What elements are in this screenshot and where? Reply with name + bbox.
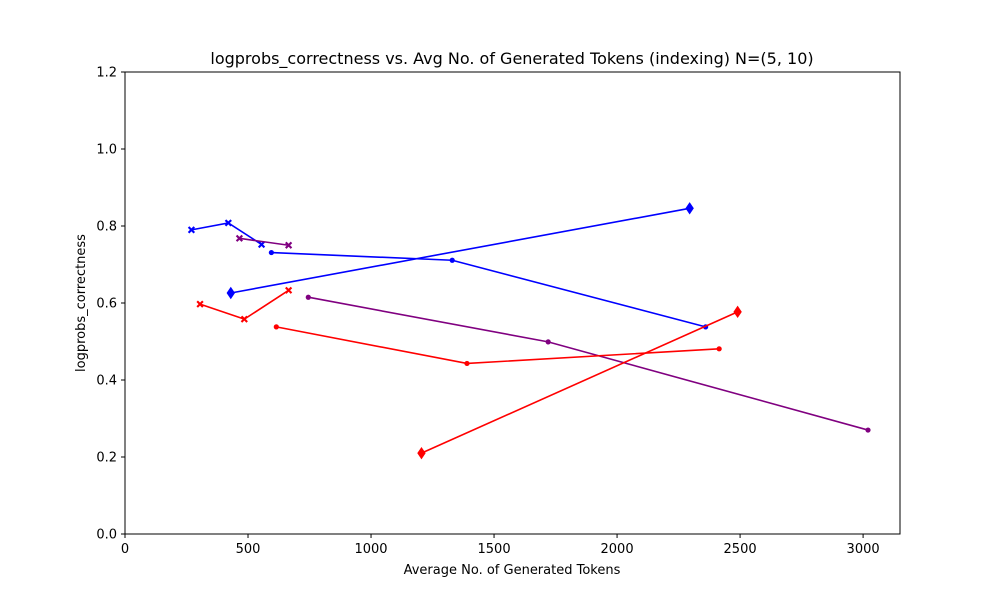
y-tick-label-0: 0.0 — [96, 528, 117, 543]
data-point-0-1 — [224, 219, 232, 227]
x-tick-label-2: 1000 — [354, 542, 387, 557]
data-point-5-0 — [273, 324, 279, 330]
data-point-3-0 — [268, 249, 274, 256]
x-tick-label-5: 2500 — [724, 542, 757, 557]
series-line-3 — [271, 251, 706, 328]
axes: 0 500 1000 1500 2000 2500 3000 0.0 0.2 0.4 0.6 0.8 1… — [96, 66, 901, 557]
plot-area — [187, 202, 871, 460]
data-point-5-2 — [716, 346, 722, 352]
y-tick-label-5: 1.0 — [96, 143, 117, 158]
x-tick-label-3: 1500 — [478, 542, 511, 557]
data-point-2-0 — [196, 300, 204, 308]
x-tick-label-1: 500 — [236, 542, 261, 557]
data-point-2-2 — [285, 286, 293, 294]
data-point-0-2 — [257, 240, 266, 249]
x-tick-label-6: 3000 — [847, 542, 880, 557]
y-tick-label-1: 0.2 — [96, 451, 117, 466]
data-point-4-1 — [545, 339, 551, 345]
data-point-4-2 — [865, 427, 871, 433]
y-tick-label-4: 0.8 — [96, 220, 117, 235]
x-axis-label: Average No. of Generated Tokens — [404, 563, 621, 578]
x-tick-label-4: 2000 — [601, 542, 634, 557]
y-tick-label-3: 0.6 — [96, 297, 117, 312]
data-point-5-1 — [464, 360, 470, 367]
series-line-2 — [199, 289, 290, 321]
data-point-3-1 — [449, 257, 455, 263]
chart-title: logprobs_correctness vs. Avg No. of Gene… — [210, 49, 813, 69]
series-line-6 — [230, 207, 690, 294]
data-point-6-1 — [685, 202, 694, 215]
data-point-1-0 — [235, 234, 244, 242]
y-axis-label: logprobs_correctness — [74, 234, 89, 372]
data-point-1-1 — [285, 241, 293, 249]
data-point-6-0 — [226, 286, 235, 300]
series-line-1 — [239, 237, 289, 247]
data-point-4-0 — [305, 294, 311, 300]
series-line-7 — [421, 311, 738, 454]
data-point-2-1 — [240, 315, 248, 323]
data-point-0-0 — [187, 226, 196, 234]
plot-frame — [124, 71, 901, 535]
data-point-7-1 — [733, 305, 742, 319]
data-point-7-0 — [417, 446, 426, 460]
y-tick-label-6: 1.2 — [96, 66, 117, 81]
x-tick-label-0: 0 — [121, 542, 129, 557]
series-line-4 — [308, 296, 869, 431]
y-tick-label-2: 0.4 — [96, 374, 117, 389]
